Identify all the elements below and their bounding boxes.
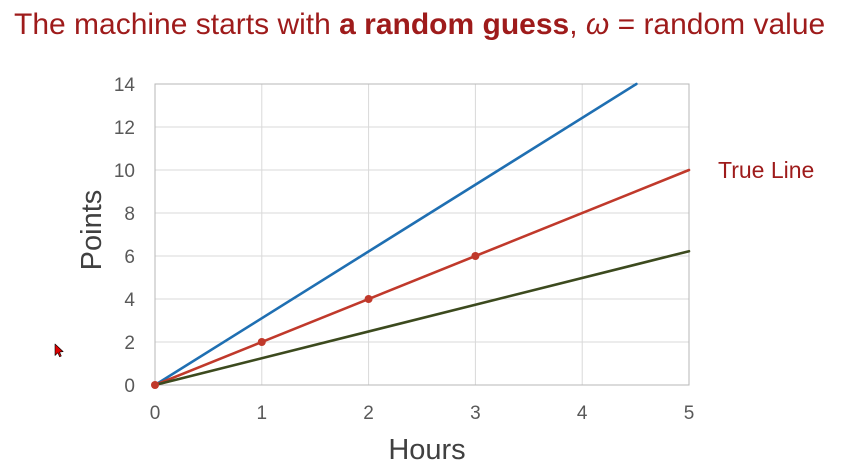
svg-text:True Line: True Line: [718, 157, 814, 183]
svg-text:2: 2: [124, 333, 135, 354]
svg-text:6: 6: [124, 247, 135, 268]
svg-text:10: 10: [114, 161, 135, 182]
svg-text:Points: Points: [76, 190, 108, 271]
svg-text:2: 2: [363, 403, 374, 424]
svg-text:0: 0: [124, 376, 135, 397]
svg-text:4: 4: [124, 290, 135, 311]
svg-text:8: 8: [124, 204, 135, 225]
svg-text:0: 0: [150, 403, 161, 424]
svg-text:12: 12: [114, 118, 135, 139]
svg-text:Hours: Hours: [388, 434, 465, 463]
svg-text:14: 14: [114, 75, 136, 96]
svg-text:4: 4: [577, 403, 588, 424]
svg-text:5: 5: [684, 403, 695, 424]
svg-text:1: 1: [257, 403, 268, 424]
svg-text:3: 3: [470, 403, 481, 424]
